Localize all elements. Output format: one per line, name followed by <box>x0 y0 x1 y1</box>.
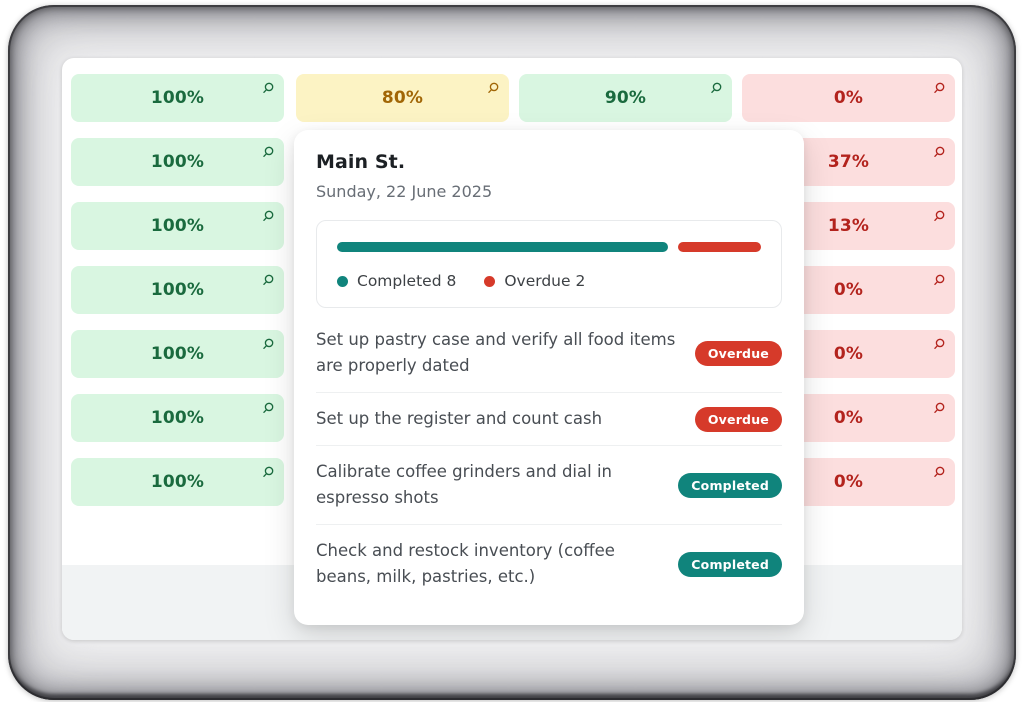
magnifier-icon <box>261 145 275 159</box>
popover-date: Sunday, 22 June 2025 <box>316 182 493 201</box>
percentage-value: 0% <box>833 344 864 364</box>
task-row: Set up the register and count cash Overdu… <box>316 392 782 445</box>
legend-item: Overdue 2 <box>484 272 585 290</box>
percentage-cell[interactable]: 100% <box>71 330 284 378</box>
magnifier-icon <box>261 273 275 287</box>
magnifier-icon <box>261 465 275 479</box>
percentage-value: 0% <box>833 408 864 428</box>
percentage-value: 100% <box>150 152 205 172</box>
percentage-value: 0% <box>833 280 864 300</box>
task-status-badge: Overdue <box>694 406 782 432</box>
percentage-cell[interactable]: 80% <box>296 74 509 122</box>
percentage-cell[interactable]: 100% <box>71 458 284 506</box>
magnifier-icon <box>261 209 275 223</box>
percentage-value: 0% <box>833 88 864 108</box>
task-status-badge: Completed <box>678 472 782 498</box>
magnifier-icon <box>932 465 946 479</box>
grid-column-3: 90% <box>519 74 732 122</box>
task-status-badge: Completed <box>678 551 782 577</box>
percentage-cell[interactable]: 100% <box>71 138 284 186</box>
dashboard-panel: 100% 100% 100% 100% 100% 100% 100% 80% 90% 0% 37% 1… <box>62 58 962 640</box>
task-row: Set up pastry case and verify all food i… <box>316 314 782 392</box>
magnifier-icon <box>261 81 275 95</box>
percentage-value: 100% <box>150 344 205 364</box>
percentage-value: 100% <box>150 216 205 236</box>
legend-item: Completed 8 <box>337 272 456 290</box>
magnifier-icon <box>261 337 275 351</box>
percentage-value: 100% <box>150 472 205 492</box>
percentage-cell[interactable]: 0% <box>742 74 955 122</box>
percentage-cell[interactable]: 100% <box>71 394 284 442</box>
progress-segment-overdue <box>678 242 761 252</box>
percentage-value: 0% <box>833 472 864 492</box>
completion-progress-bar <box>337 242 761 252</box>
grid-column-2: 80% <box>296 74 509 122</box>
progress-segment-completed <box>337 242 669 252</box>
magnifier-icon <box>709 81 723 95</box>
magnifier-icon <box>932 81 946 95</box>
percentage-value: 100% <box>150 280 205 300</box>
percentage-value: 100% <box>150 408 205 428</box>
percentage-value: 90% <box>604 88 647 108</box>
percentage-cell[interactable]: 100% <box>71 266 284 314</box>
popover-title: Main St. <box>316 151 406 173</box>
percentage-value: 100% <box>150 88 205 108</box>
legend-label: Completed 8 <box>357 272 457 290</box>
percentage-cell[interactable]: 100% <box>71 74 284 122</box>
task-text: Set up pastry case and verify all food i… <box>316 330 676 375</box>
magnifier-icon <box>932 401 946 415</box>
percentage-cell[interactable]: 100% <box>71 202 284 250</box>
task-status-badge: Overdue <box>694 340 782 366</box>
percentage-value: 37% <box>827 152 870 172</box>
task-text: Set up the register and count cash <box>316 409 603 428</box>
magnifier-icon <box>932 273 946 287</box>
magnifier-icon <box>932 145 946 159</box>
task-text: Check and restock inventory (coffee bean… <box>316 541 615 586</box>
legend-label: Overdue 2 <box>504 272 586 290</box>
progress-summary-card: Completed 8 Overdue 2 <box>316 220 782 308</box>
percentage-value: 80% <box>381 88 424 108</box>
magnifier-icon <box>261 401 275 415</box>
store-detail-popover: Main St. Sunday, 22 June 2025 Completed … <box>294 130 804 625</box>
task-text: Calibrate coffee grinders and dial in es… <box>316 462 612 507</box>
grid-column-1: 100% 100% 100% 100% 100% 100% 100% <box>71 74 284 506</box>
magnifier-icon <box>932 337 946 351</box>
magnifier-icon <box>486 81 500 95</box>
progress-legend: Completed 8 Overdue 2 <box>337 272 761 290</box>
task-row: Calibrate coffee grinders and dial in es… <box>316 445 782 524</box>
task-list: Set up pastry case and verify all food i… <box>316 314 782 603</box>
legend-dot-icon <box>484 275 496 287</box>
legend-dot-icon <box>337 275 348 287</box>
percentage-cell[interactable]: 90% <box>519 74 732 122</box>
task-row: Check and restock inventory (coffee bean… <box>316 524 782 603</box>
percentage-value: 13% <box>827 216 870 236</box>
magnifier-icon <box>932 209 946 223</box>
